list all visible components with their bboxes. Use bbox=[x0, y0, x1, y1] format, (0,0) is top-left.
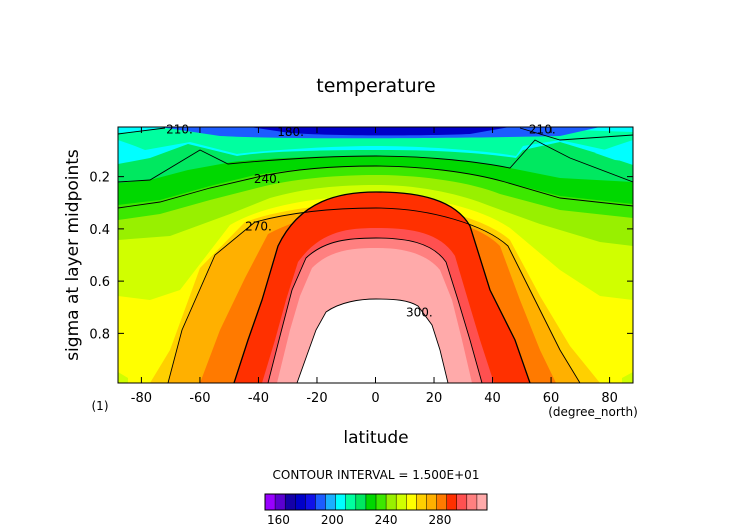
y-tick-label: 0.4 bbox=[89, 223, 110, 238]
x-tick-label: 80 bbox=[601, 391, 618, 406]
colorbar-swatch bbox=[355, 494, 367, 510]
colorbar-swatch bbox=[325, 494, 336, 510]
colorbar-swatch bbox=[365, 494, 377, 510]
y-tick-label: 0.2 bbox=[89, 171, 110, 186]
colorbar-swatch bbox=[376, 494, 387, 510]
colorbar-swatch bbox=[476, 494, 488, 510]
x-tick-label: -80 bbox=[131, 391, 152, 406]
band-cyan-patch-right bbox=[595, 140, 633, 162]
colorbar-swatch bbox=[416, 494, 427, 510]
colorbar-swatch bbox=[426, 494, 437, 510]
contour-label: 180. bbox=[277, 125, 304, 139]
x-tick-label: -40 bbox=[248, 391, 269, 406]
band-lime-corner-left bbox=[118, 372, 128, 383]
contour-line-300 bbox=[296, 298, 449, 383]
colorbar-label: 240 bbox=[375, 513, 398, 527]
x-tick-label: 0 bbox=[371, 391, 379, 406]
x-axis: -80 -60 -40 -20 0 20 40 60 80 bbox=[131, 127, 618, 406]
chart-title: temperature bbox=[316, 75, 435, 97]
contour-labels: 210. 180. 210. 240. 270. 300. bbox=[166, 123, 556, 320]
x-tick-label: 40 bbox=[484, 391, 501, 406]
contour-label: 270. bbox=[245, 219, 272, 233]
contour-line-255 bbox=[167, 207, 581, 383]
contour-interval-text: CONTOUR INTERVAL = 1.500E+01 bbox=[273, 468, 480, 482]
y-tick-label: 0.8 bbox=[89, 327, 110, 342]
colorbar-swatch bbox=[396, 494, 407, 510]
colorbar-frame bbox=[264, 493, 488, 511]
colorbar-swatch bbox=[345, 494, 357, 510]
plot-area bbox=[118, 127, 633, 383]
band-cyan-patch-left bbox=[118, 140, 150, 162]
colorbar-label: 280 bbox=[428, 513, 451, 527]
colorbar-swatch bbox=[436, 494, 447, 510]
band-yellow-patch-right bbox=[605, 342, 633, 383]
colorbar-swatch bbox=[315, 494, 326, 510]
x-tick-label: 60 bbox=[543, 391, 560, 406]
colorbar-swatch bbox=[275, 494, 286, 510]
colorbar-swatch bbox=[305, 494, 316, 510]
contour-line-225 bbox=[118, 139, 633, 183]
colorbar-swatch bbox=[456, 494, 468, 510]
colorbar bbox=[264, 493, 488, 511]
contour-label: 210. bbox=[529, 123, 556, 137]
y-axis-label: sigma at layer midpoints bbox=[63, 149, 83, 361]
contour-label: 300. bbox=[406, 305, 433, 319]
contour-line-285 bbox=[267, 237, 483, 383]
colorbar-swatch bbox=[406, 494, 417, 510]
colorbar-swatch bbox=[295, 494, 306, 510]
contour-label: 210. bbox=[166, 123, 193, 137]
contour-label: 240. bbox=[254, 172, 281, 186]
contour-line-210-right bbox=[519, 127, 633, 141]
band-lime-corner-right bbox=[622, 372, 633, 383]
colorbar-swatch bbox=[335, 494, 347, 510]
colorbar-swatch bbox=[265, 494, 276, 510]
band-warmest-white bbox=[297, 299, 448, 383]
band-coldest-top bbox=[250, 127, 510, 136]
x-units-label: (degree_north) bbox=[548, 405, 638, 419]
colorbar-label: 200 bbox=[321, 513, 344, 527]
contour-line-270 bbox=[233, 191, 531, 383]
colorbar-swatch bbox=[285, 494, 296, 510]
colorbar-swatch bbox=[386, 494, 397, 510]
colorbar-label: 160 bbox=[267, 513, 290, 527]
band-yellow-patch-left bbox=[118, 342, 145, 383]
x-tick-label: 20 bbox=[426, 391, 443, 406]
colorbar-swatch bbox=[466, 494, 478, 510]
x-axis-label: latitude bbox=[343, 428, 408, 448]
y-tick-label: 0.6 bbox=[89, 275, 110, 290]
contour-line-240 bbox=[118, 165, 633, 209]
colorbar-labels: 160 200 240 280 bbox=[267, 513, 451, 527]
x-tick-label: -60 bbox=[189, 391, 210, 406]
colorbar-swatch bbox=[446, 494, 458, 510]
contour-lines bbox=[118, 127, 633, 383]
corner-label: (1) bbox=[92, 399, 109, 413]
y-axis: 0.2 0.4 0.6 0.8 bbox=[89, 171, 633, 342]
x-tick-label: -20 bbox=[306, 391, 327, 406]
